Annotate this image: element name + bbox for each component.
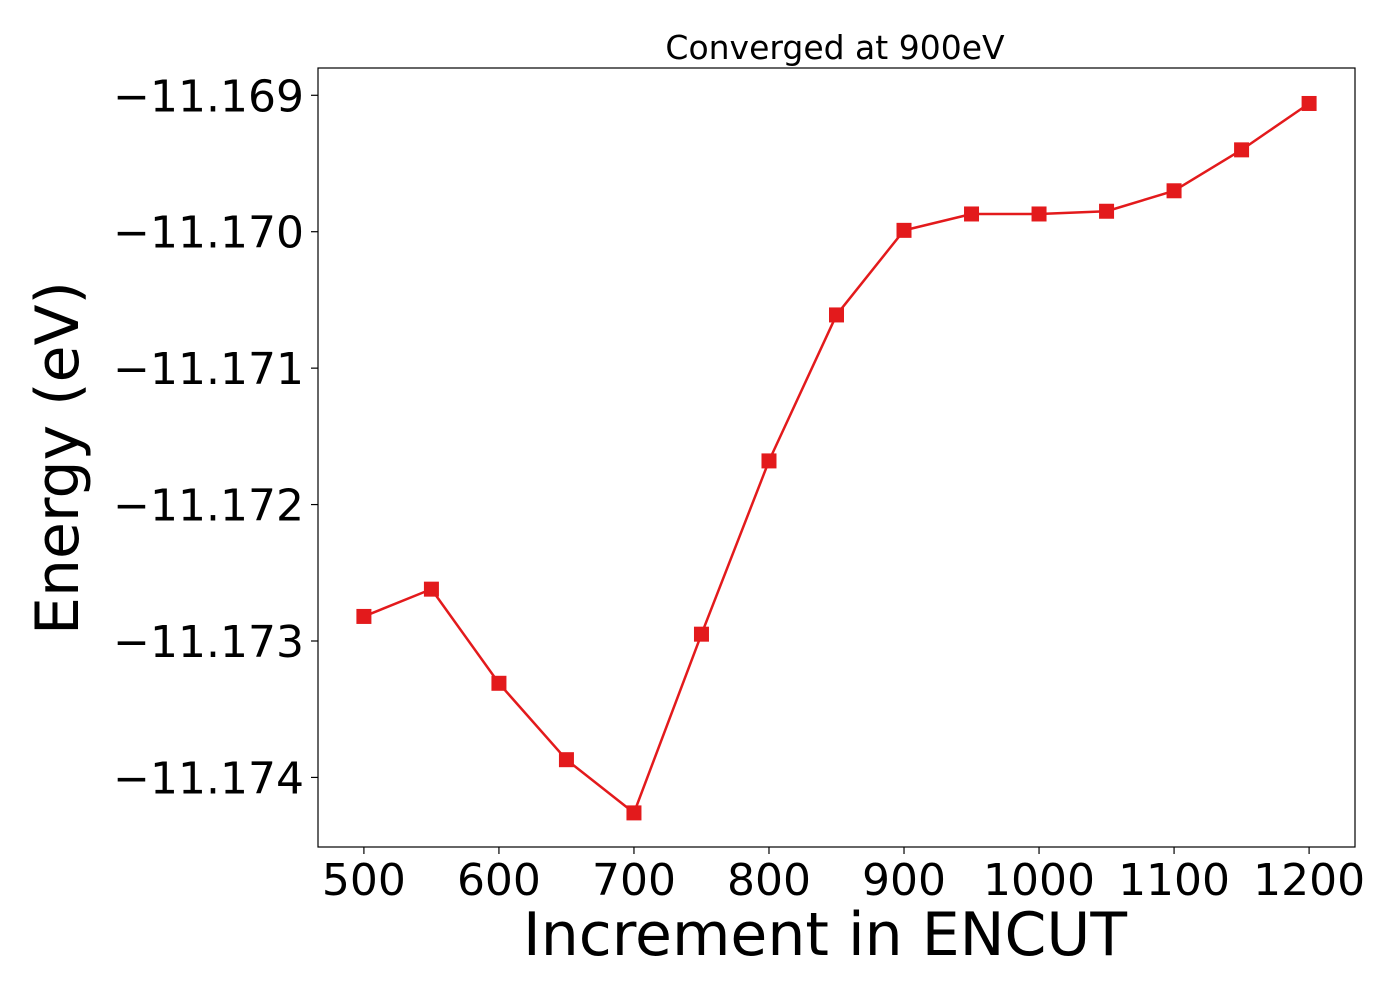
data-point <box>491 675 507 691</box>
data-point <box>1031 206 1047 222</box>
y-tick-label: −11.171 <box>113 344 304 395</box>
data-point <box>1166 183 1182 199</box>
data-point <box>626 805 642 821</box>
x-tick-label: 1000 <box>983 855 1095 906</box>
y-axis: −11.174 −11.173 −11.172 −11.171 −11.170 −11.1… <box>113 71 318 804</box>
chart-title: Converged at 900eV <box>665 28 1005 67</box>
y-tick-label: −11.170 <box>113 208 304 259</box>
x-tick-label: 1200 <box>1253 855 1365 906</box>
y-tick-label: −11.173 <box>113 617 304 668</box>
data-point <box>1301 95 1317 111</box>
data-point <box>558 752 574 768</box>
data-point <box>693 626 709 642</box>
x-axis-title: Increment in ENCUT <box>523 900 1127 970</box>
data-point <box>423 581 439 597</box>
x-tick-label: 900 <box>862 855 946 906</box>
y-tick-label: −11.174 <box>113 753 304 804</box>
data-point <box>896 222 912 238</box>
x-tick-label: 600 <box>457 855 541 906</box>
x-tick-label: 800 <box>727 855 811 906</box>
data-point <box>1099 203 1115 219</box>
y-axis-title: Energy (eV) <box>23 281 93 635</box>
x-axis: 500 600 700 800 900 1000 1100 1200 <box>322 847 1365 906</box>
x-tick-label: 500 <box>322 855 406 906</box>
data-point <box>829 307 844 323</box>
x-tick-label: 700 <box>592 855 676 906</box>
plot-frame <box>317 67 1356 848</box>
y-tick-label: −11.172 <box>113 481 304 532</box>
data-point <box>356 608 372 624</box>
data-point <box>761 453 777 469</box>
data-point <box>964 206 980 222</box>
y-tick-label: −11.169 <box>113 71 304 122</box>
x-tick-label: 1100 <box>1118 855 1230 906</box>
series-markers <box>356 95 1317 821</box>
data-point <box>1234 142 1250 158</box>
series-line <box>363 102 1310 815</box>
